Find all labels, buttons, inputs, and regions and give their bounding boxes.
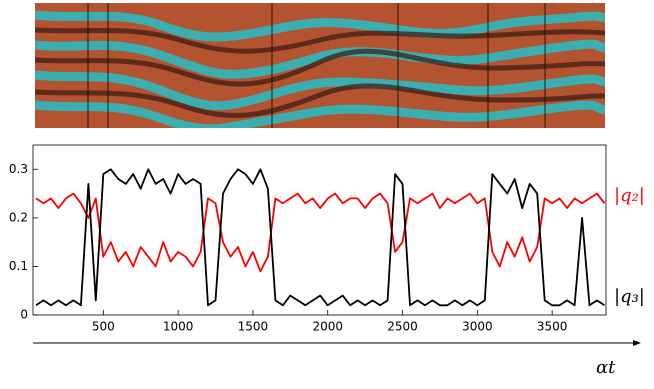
x-tick-label: 3000	[462, 320, 493, 334]
y-tick-label: 0.2	[9, 210, 28, 224]
kymograph	[35, 3, 605, 128]
series-line	[35, 192, 606, 273]
series-line	[35, 168, 605, 307]
x-tick-label: 1500	[238, 320, 269, 334]
plot-frame	[32, 144, 607, 316]
y-tick-label: 0.3	[9, 162, 28, 176]
y-tick-label: 0.1	[9, 259, 28, 273]
x-tick-label: 500	[92, 320, 115, 334]
x-tick-label: 1000	[163, 320, 194, 334]
series-label: |q₂|	[614, 185, 645, 206]
y-tick-label: 0	[20, 308, 28, 322]
x-axis-label: αt	[596, 357, 616, 378]
x-tick-label: 3500	[537, 320, 568, 334]
x-tick-label: 2500	[387, 320, 418, 334]
x-tick-label: 2000	[312, 320, 343, 334]
series-label: |q₃|	[614, 286, 645, 307]
